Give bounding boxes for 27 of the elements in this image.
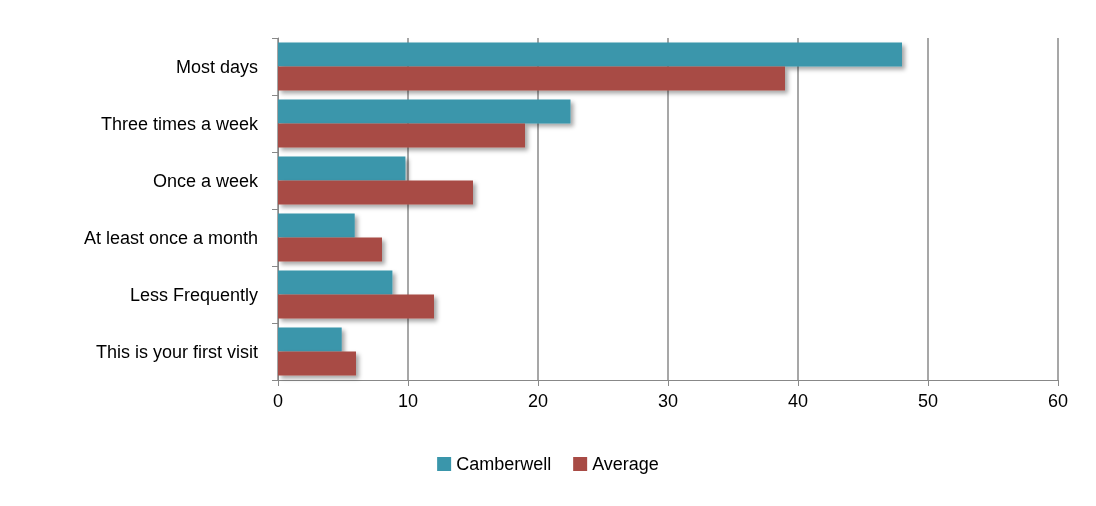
bar [278,237,382,262]
bar [278,351,356,376]
bar [278,99,571,124]
legend-label: Camberwell [456,454,552,474]
bar [278,66,785,91]
legend-label: Average [592,454,659,474]
bar [278,294,434,319]
x-tick-label: 0 [272,391,284,411]
bar [278,156,406,181]
x-tick-label: 20 [527,391,549,411]
bar [278,180,473,205]
y-tick-label: At least once a month [83,227,258,248]
y-tick-label: Three times a week [100,113,259,134]
x-tick-label: 40 [787,391,809,411]
y-tick-label: Less Frequently [129,284,258,305]
bar [278,42,902,67]
y-tick-label: Once a week [152,170,259,191]
x-tick-label: 10 [397,391,419,411]
x-tick-label: 30 [657,391,679,411]
bar [278,213,355,238]
x-tick-label: 60 [1047,391,1069,411]
bar [278,270,393,295]
bar [278,327,342,352]
bar [278,123,525,148]
x-tick-label: 50 [917,391,939,411]
y-tick-label: This is your first visit [95,341,258,362]
y-tick-label: Most days [175,56,258,77]
